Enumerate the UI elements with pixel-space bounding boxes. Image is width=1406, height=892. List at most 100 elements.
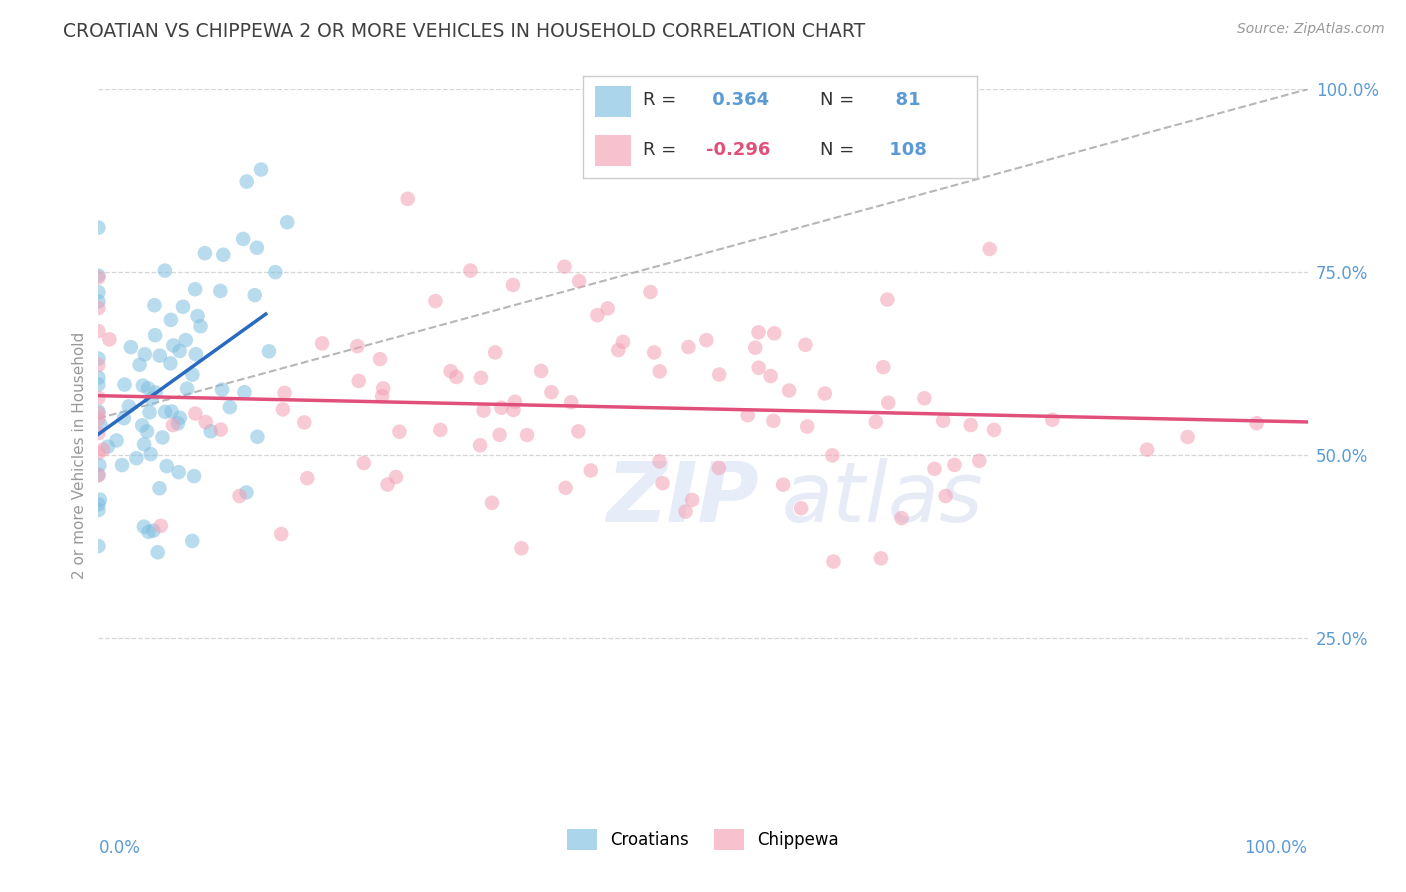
Point (183, 469, 205, 483)
Point (142, 524, 165, 538)
Point (246, 430, 269, 444)
Bar (595, 87, 631, 117)
Text: R =: R = (643, 141, 676, 159)
Point (794, 338, 817, 352)
Point (97, 440, 120, 454)
Point (567, 425, 589, 439)
Text: 0.0%: 0.0% (98, 838, 141, 857)
Point (935, 489, 957, 503)
Point (368, 352, 391, 367)
Point (87, 351, 110, 366)
Point (540, 385, 562, 400)
Point (90, 417, 112, 432)
Text: N =: N = (820, 92, 853, 110)
Point (153, 263, 176, 277)
Point (385, 470, 408, 484)
Point (484, 345, 506, 359)
Point (821, 448, 844, 462)
Point (212, 248, 235, 262)
Text: ZIP: ZIP (606, 458, 759, 540)
Point (502, 277, 524, 292)
Point (425, 294, 447, 309)
Point (105, 434, 128, 448)
Point (870, 551, 893, 566)
Point (87, 497, 110, 511)
Point (865, 415, 887, 429)
Point (87, 406, 110, 420)
Point (112, 411, 135, 425)
Point (250, 162, 273, 177)
Point (744, 341, 766, 355)
Point (243, 288, 266, 302)
Point (297, 471, 319, 485)
Point (169, 410, 191, 425)
Point (264, 265, 287, 279)
Point (160, 313, 183, 327)
Point (89, 492, 111, 507)
Point (134, 347, 156, 361)
Point (446, 370, 468, 384)
Point (709, 368, 731, 382)
Point (877, 395, 900, 409)
Point (1246, 416, 1268, 430)
Point (346, 339, 368, 353)
Point (1040, 413, 1063, 427)
Point (194, 415, 217, 429)
Point (98, 332, 121, 346)
Point (503, 394, 526, 409)
Point (790, 501, 813, 516)
Point (472, 403, 495, 417)
Point (759, 369, 782, 384)
Point (516, 428, 538, 442)
Point (586, 308, 609, 322)
Point (136, 425, 159, 439)
Point (607, 343, 630, 357)
Point (138, 405, 160, 419)
Point (184, 347, 207, 361)
Point (87, 412, 110, 426)
Point (87, 324, 110, 338)
Point (1136, 442, 1159, 457)
Point (796, 419, 818, 434)
Point (232, 232, 254, 246)
Point (388, 425, 411, 439)
Point (146, 545, 169, 559)
Point (943, 458, 966, 472)
Point (87, 370, 110, 384)
Point (311, 336, 333, 351)
Point (530, 364, 553, 378)
Point (470, 371, 492, 385)
Point (145, 385, 167, 400)
Point (681, 492, 703, 507)
Point (209, 284, 232, 298)
Point (89, 458, 111, 472)
Text: 108: 108 (883, 141, 927, 159)
Point (143, 328, 166, 343)
Point (648, 454, 671, 468)
Point (737, 409, 759, 423)
Point (149, 518, 172, 533)
Point (872, 360, 894, 375)
Point (979, 242, 1001, 256)
Point (156, 459, 179, 474)
Point (149, 349, 172, 363)
Point (118, 400, 141, 414)
Point (132, 378, 155, 392)
Point (87, 294, 110, 309)
Point (209, 423, 232, 437)
Point (131, 418, 153, 433)
Point (184, 407, 207, 421)
Point (139, 447, 162, 461)
Point (396, 192, 419, 206)
Point (194, 246, 217, 260)
Point (153, 405, 176, 419)
Point (748, 360, 770, 375)
Point (270, 527, 292, 541)
Point (111, 458, 134, 472)
Point (347, 374, 370, 388)
Point (91, 442, 114, 457)
Point (228, 489, 250, 503)
Y-axis label: 2 or more Vehicles in Household: 2 or more Vehicles in Household (72, 331, 87, 579)
Point (132, 519, 155, 533)
Point (138, 524, 160, 539)
